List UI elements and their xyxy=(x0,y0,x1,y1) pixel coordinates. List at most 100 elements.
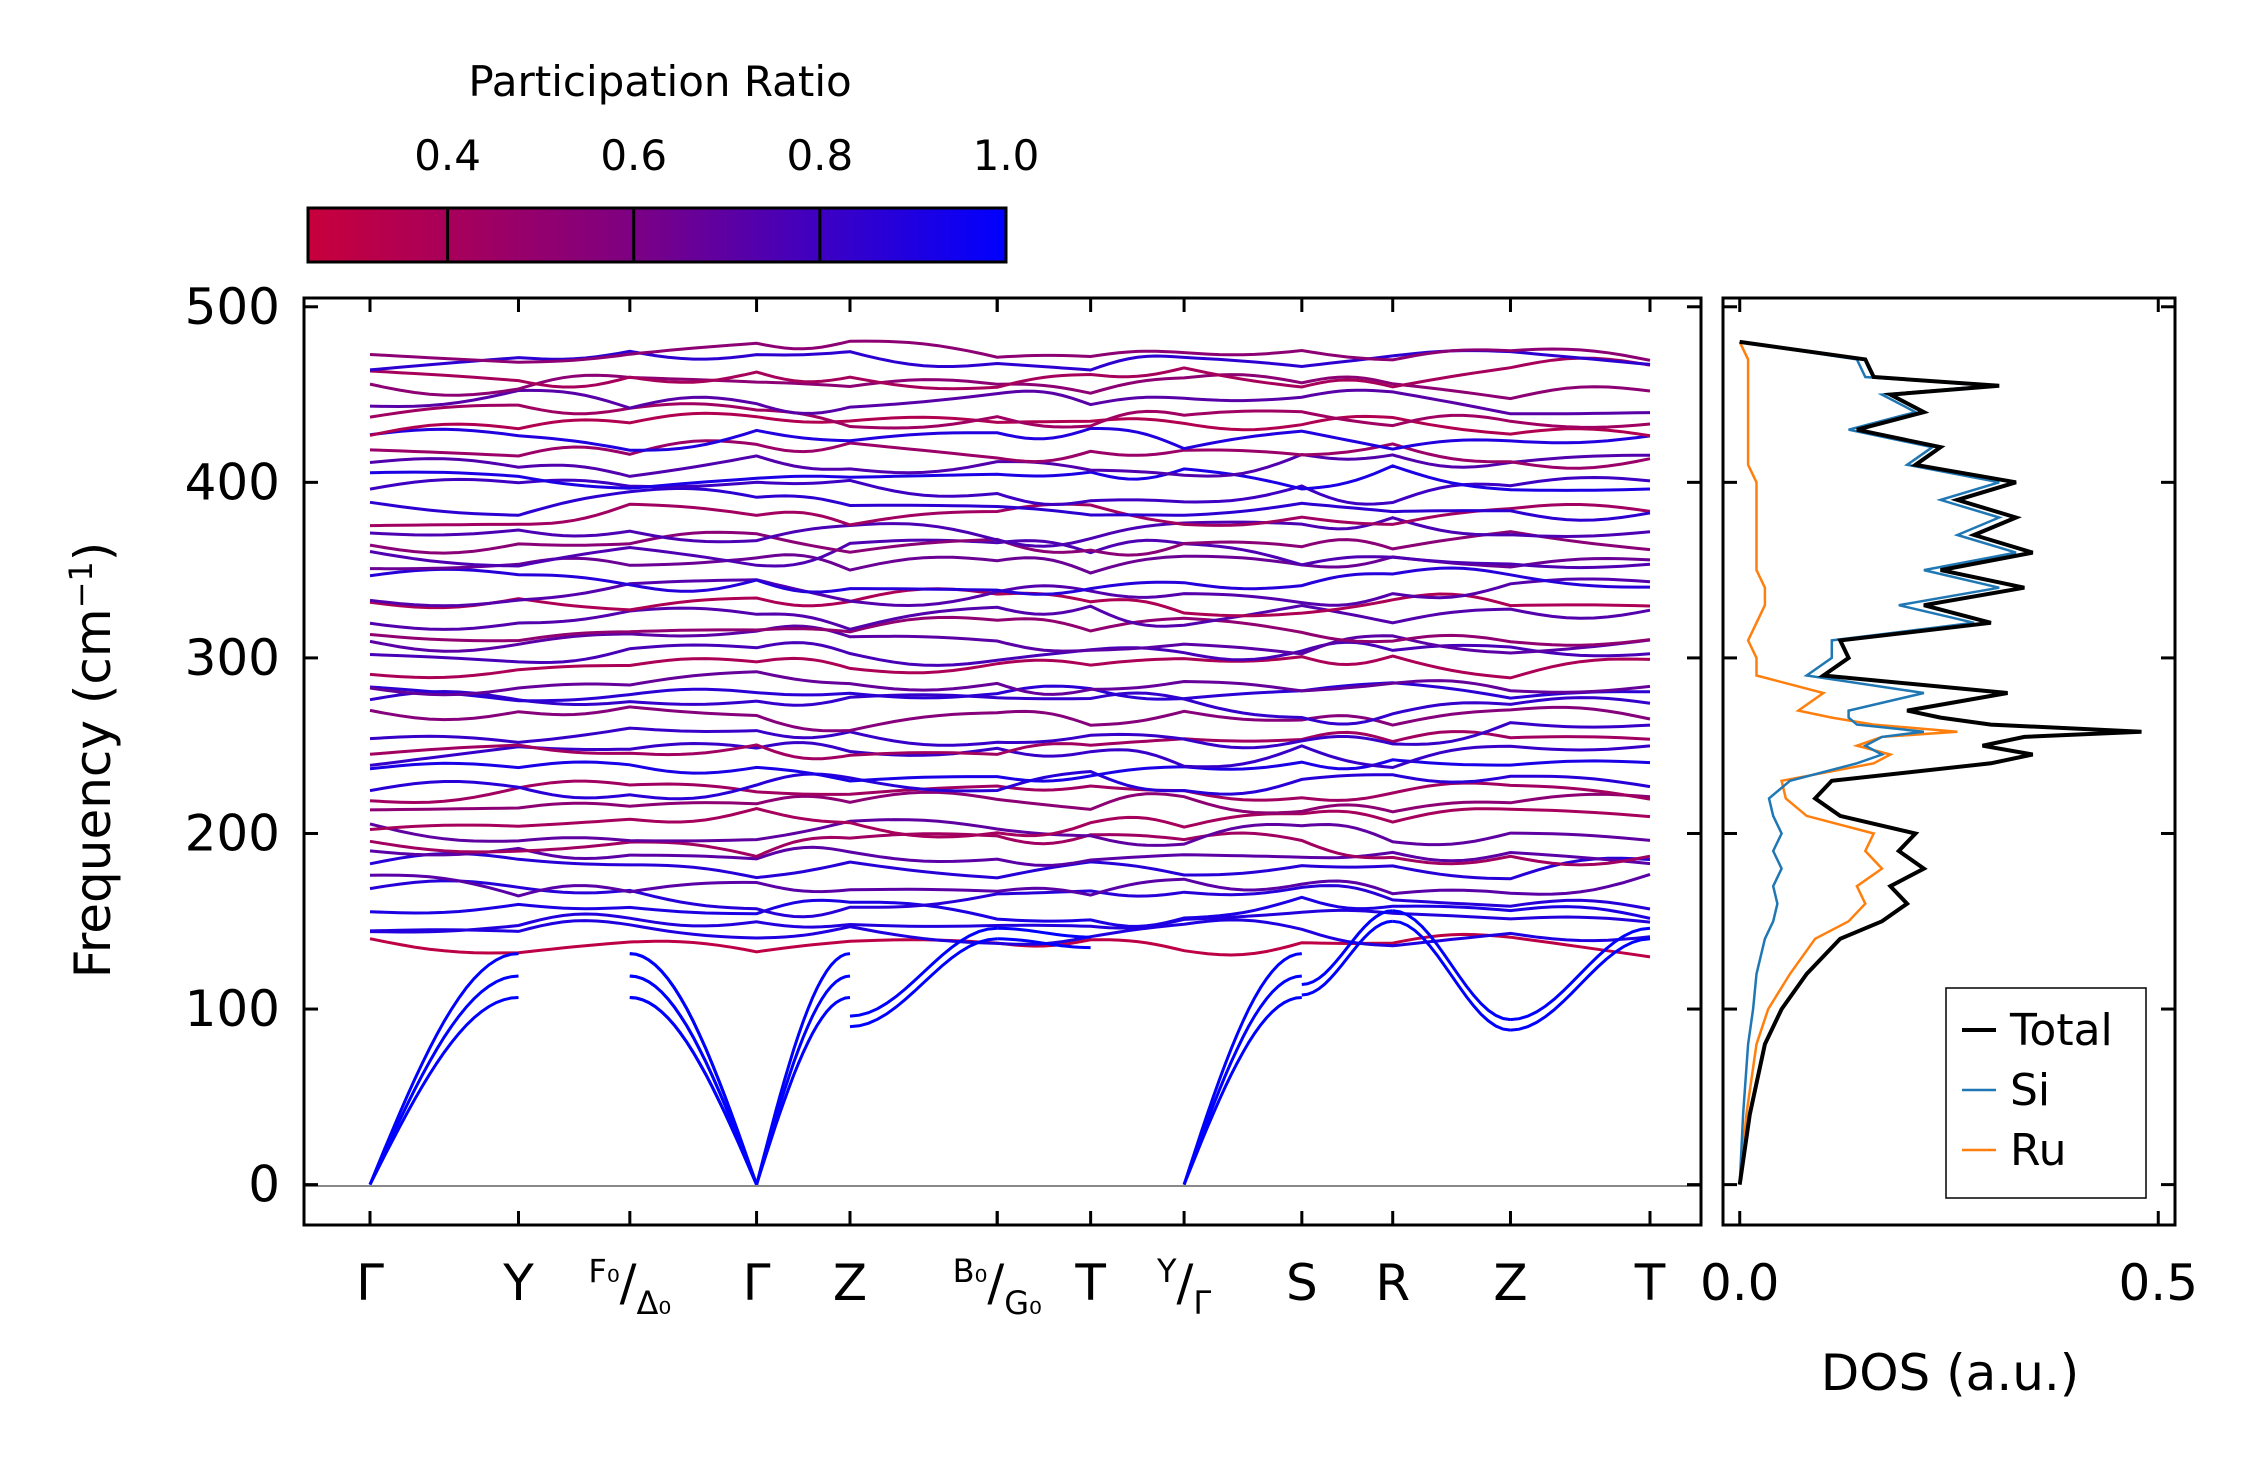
colorbar: Participation Ratio 0.4 0.6 0.8 1.0 xyxy=(306,57,1040,264)
acoustic-branch xyxy=(368,974,519,1186)
phonon-band xyxy=(369,356,1651,391)
phonon-band xyxy=(369,730,1651,761)
x-tick-label: R xyxy=(1375,1254,1410,1312)
x-tick-label-pre: Y xyxy=(1156,1252,1177,1290)
x-tick-label-sub: G₀ xyxy=(1004,1284,1042,1322)
acoustic-branch xyxy=(849,937,998,1029)
phonon-band xyxy=(369,624,1651,656)
phonon-band xyxy=(369,577,1651,608)
phonon-band xyxy=(369,851,1651,881)
dos-axes-frame xyxy=(1721,296,2177,1227)
dos-x-tick-label: 0.0 xyxy=(1700,1254,1780,1312)
y-tick-label: 200 xyxy=(185,804,280,862)
x-tick-label: Y xyxy=(502,1254,534,1312)
phonon-band xyxy=(369,932,1651,959)
phonon-band xyxy=(369,603,1651,631)
acoustic-branch xyxy=(1301,919,1393,997)
dos-series-ru xyxy=(1738,341,1958,1185)
y-tick-label: 400 xyxy=(185,453,280,511)
phonon-band xyxy=(369,516,1651,548)
colorbar-gradient xyxy=(306,206,1008,264)
phonon-band xyxy=(369,908,1651,934)
acoustic-branch xyxy=(629,996,758,1186)
acoustic-branch xyxy=(997,926,1091,939)
acoustic-branch xyxy=(997,937,1091,950)
main-axes-frame xyxy=(302,296,1703,1227)
x-tick-label: Γ xyxy=(356,1254,384,1312)
phonon-band xyxy=(369,670,1651,697)
acoustic-branch xyxy=(1182,952,1302,1186)
acoustic-branch xyxy=(368,996,519,1186)
x-tick-label: Γ xyxy=(743,1254,771,1312)
colorbar-tick-label: 1.0 xyxy=(973,131,1040,180)
phonon-band xyxy=(369,769,1651,801)
legend-box xyxy=(1945,987,2147,1199)
phonon-band xyxy=(369,427,1651,452)
y-axis-label-main: Frequency (cm xyxy=(64,608,122,978)
colorbar-tick-label: 0.6 xyxy=(600,131,667,180)
acoustic-branch xyxy=(1392,909,1511,1022)
phonon-band xyxy=(369,475,1651,507)
phonon-band xyxy=(369,640,1651,667)
acoustic-branch xyxy=(1510,926,1651,1022)
x-tick-label-pre: B₀ xyxy=(953,1252,988,1290)
phonon-band xyxy=(369,566,1650,596)
acoustic-branch xyxy=(1182,996,1302,1186)
x-tick-label: Y/Γ xyxy=(1156,1252,1211,1322)
dos-x-tick-label: 0.5 xyxy=(2118,1254,2198,1312)
x-tick-label-pre: F₀ xyxy=(588,1252,619,1290)
x-tick-label: T xyxy=(1634,1254,1666,1312)
phonon-band xyxy=(369,538,1651,570)
phonon-band xyxy=(369,388,1651,416)
phonon-band xyxy=(369,373,1651,401)
phonon-band xyxy=(369,439,1651,470)
phonon-band xyxy=(369,779,1651,805)
acoustic-branch xyxy=(1301,909,1393,986)
phonon-band xyxy=(369,721,1651,750)
legend: Total Si Ru xyxy=(1945,987,2147,1199)
acoustic-branch xyxy=(849,926,998,1018)
x-tick-label-sub: Δ₀ xyxy=(637,1284,672,1322)
x-tick-label-slash: / xyxy=(1177,1254,1194,1312)
legend-label: Si xyxy=(2010,1065,2050,1116)
acoustic-branch xyxy=(755,996,851,1186)
x-tick-label-slash: / xyxy=(987,1254,1004,1312)
dos-series-total xyxy=(1737,339,2142,1185)
phonon-band xyxy=(369,872,1651,898)
legend-label: Total xyxy=(2009,1005,2113,1056)
colorbar-tick-label: 0.8 xyxy=(786,131,853,180)
x-tick-label: F₀/Δ₀ xyxy=(588,1252,671,1322)
phonon-band xyxy=(369,486,1651,522)
dos-plot: 0.0 0.5 DOS (a.u.) Total Si Ru xyxy=(1700,296,2198,1402)
acoustic-branch xyxy=(368,952,519,1186)
phonon-band xyxy=(369,879,1651,919)
acoustic-branch xyxy=(629,996,758,1186)
y-axis-label: Frequency (cm−1) xyxy=(62,542,122,979)
x-tick-label: Z xyxy=(833,1254,867,1312)
x-tick-label: Z xyxy=(1493,1254,1527,1312)
phonon-band xyxy=(369,845,1651,867)
phonon-band xyxy=(369,831,1651,867)
acoustic-branch xyxy=(1510,937,1651,1032)
colorbar-tick-label: 0.4 xyxy=(414,131,481,180)
x-tick-label: T xyxy=(1074,1254,1106,1312)
acoustic-branch xyxy=(629,952,759,1186)
phonon-band xyxy=(369,895,1651,928)
legend-label: Ru xyxy=(2010,1125,2066,1176)
acoustic-branch xyxy=(755,974,851,1186)
x-tick-label-sub: Γ xyxy=(1193,1284,1211,1322)
y-tick-label: 300 xyxy=(185,629,280,687)
acoustic-branch xyxy=(1182,974,1302,1186)
y-tick-label: 500 xyxy=(185,278,280,336)
phonon-band xyxy=(369,705,1651,733)
y-tick-label: 0 xyxy=(248,1156,280,1214)
x-tick-label-slash: / xyxy=(620,1254,637,1312)
phonon-band xyxy=(369,689,1651,726)
phonon-band xyxy=(369,349,1651,372)
y-tick-label: 100 xyxy=(185,980,280,1038)
acoustic-branch xyxy=(629,952,759,1186)
y-axis-label-close: ) xyxy=(64,542,122,562)
phonon-band xyxy=(369,530,1651,557)
